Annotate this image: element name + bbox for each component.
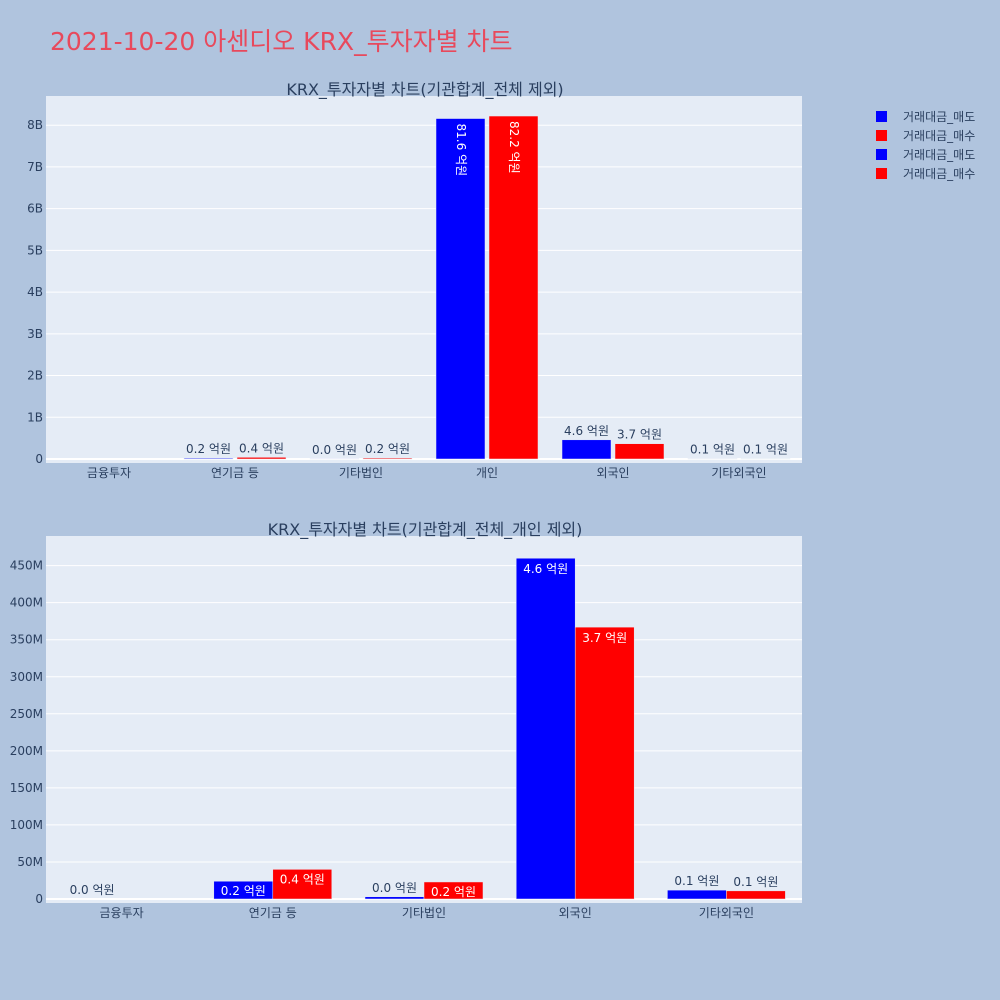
legend-label: 거래대금_매수 xyxy=(903,167,976,181)
y-tick-label: 8B xyxy=(27,118,43,132)
bar-buy[interactable] xyxy=(726,890,786,900)
y-tick-label: 100M xyxy=(10,818,43,832)
y-tick-label: 2B xyxy=(27,369,43,383)
bar-buy[interactable] xyxy=(423,881,484,900)
bar-sell[interactable] xyxy=(667,889,727,900)
chart-panel-2: 0 50M 100M 150M 200M 250M 300M 350M 400M 450M KRX_… xyxy=(10,520,802,920)
bar-label: 0.2 억원 xyxy=(431,885,476,899)
bar-label: 0.0 억원 xyxy=(70,883,115,897)
legend-item-buy-1[interactable]: 거래대금_매수 xyxy=(876,127,975,144)
bar-label: 4.6 억원 xyxy=(523,562,568,576)
y-tick-label: 350M xyxy=(10,633,43,647)
bar-sell[interactable] xyxy=(364,896,425,900)
x-tick-label: 외국인 xyxy=(596,466,629,480)
bar-label: 0.1 억원 xyxy=(733,875,778,889)
bar-label: 0.2 억원 xyxy=(365,442,410,456)
legend-item-buy-2[interactable]: 거래대금_매수 xyxy=(876,165,975,182)
bar-label: 0.1 억원 xyxy=(690,442,735,456)
x-tick-label: 기타법인 xyxy=(402,906,446,920)
y-tick-label: 3B xyxy=(27,327,43,341)
x-tick-label: 기타법인 xyxy=(339,466,383,480)
bar-buy[interactable] xyxy=(236,457,287,460)
legend-item-sell-1[interactable]: 거래대금_매도 xyxy=(876,108,975,125)
y-tick-label: 400M xyxy=(10,596,43,610)
x-tick-label: 연기금 등 xyxy=(211,466,259,480)
bar-buy[interactable] xyxy=(362,457,413,460)
y-tick-label: 0 xyxy=(35,452,43,466)
x-tick-label: 기타외국인 xyxy=(711,466,766,480)
bar-sell[interactable] xyxy=(561,439,612,460)
y-tick-label: 1B xyxy=(27,410,43,424)
page-title: 2021-10-20 아센디오 KRX_투자자별 차트 xyxy=(50,27,513,56)
legend-label: 거래대금_매도 xyxy=(903,148,976,162)
bar-label: 0.0 억원 xyxy=(312,443,357,457)
chart-title: KRX_투자자별 차트(기관합계_전체 제외) xyxy=(286,80,563,100)
bar-label: 3.7 억원 xyxy=(617,428,662,442)
bar-buy[interactable] xyxy=(488,115,539,460)
y-tick-label: 250M xyxy=(10,707,43,721)
bar-label: 0.2 억원 xyxy=(186,442,231,456)
x-tick-label: 연기금 등 xyxy=(249,906,297,920)
bar-label: 0.1 억원 xyxy=(674,874,719,888)
y-tick-label: 200M xyxy=(10,744,43,758)
x-tick-label: 기타외국인 xyxy=(699,906,754,920)
y-tick-label: 50M xyxy=(17,855,43,869)
y-tick-label: 7B xyxy=(27,160,43,174)
plot-area xyxy=(46,96,802,463)
x-tick-label: 금융투자 xyxy=(87,466,131,480)
chart-panel-1: 0 1B 2B 3B 4B 5B 6B 7B 8B KRX_투자자별 차트(기관합계_전체 제외)… xyxy=(27,80,802,480)
y-tick-label: 300M xyxy=(10,670,43,684)
y-tick-label: 0 xyxy=(35,892,43,906)
legend-swatch xyxy=(876,111,887,122)
legend-swatch xyxy=(876,130,887,141)
bar-buy[interactable] xyxy=(614,443,665,460)
bar-label: 0.4 억원 xyxy=(280,872,325,886)
bar-buy[interactable] xyxy=(272,869,333,900)
chart-title: KRX_투자자별 차트(기관합계_전체_개인 제외) xyxy=(268,520,583,540)
bar-label: 0.1 억원 xyxy=(743,443,788,457)
legend-swatch xyxy=(876,149,887,160)
bar-buy[interactable] xyxy=(574,626,635,900)
legend-item-sell-2[interactable]: 거래대금_매도 xyxy=(876,146,975,163)
bar-sell[interactable] xyxy=(515,557,576,900)
bar-sell[interactable] xyxy=(183,457,234,460)
y-tick-label: 450M xyxy=(10,559,43,573)
x-tick-label: 개인 xyxy=(476,466,498,480)
bar-label: 0.2 억원 xyxy=(221,884,266,898)
bar-label: 82.2 억원 xyxy=(507,121,521,174)
bar-label: 0.4 억원 xyxy=(239,441,284,455)
bar-label: 3.7 억원 xyxy=(582,631,627,645)
y-tick-label: 150M xyxy=(10,781,43,795)
x-tick-label: 외국인 xyxy=(559,906,592,920)
y-tick-label: 5B xyxy=(27,243,43,257)
legend-label: 거래대금_매수 xyxy=(903,129,976,143)
x-tick-label: 금융투자 xyxy=(100,906,144,920)
y-tick-label: 6B xyxy=(27,202,43,216)
bar-sell[interactable] xyxy=(687,458,738,460)
bar-label: 81.6 억원 xyxy=(454,124,468,177)
legend-label: 거래대금_매도 xyxy=(903,110,976,124)
bar-label: 4.6 억원 xyxy=(564,424,609,438)
legend-swatch xyxy=(876,168,887,179)
bar-sell[interactable] xyxy=(435,118,486,460)
y-tick-label: 4B xyxy=(27,285,43,299)
plot-area xyxy=(46,536,802,903)
bar-label: 0.0 억원 xyxy=(372,881,417,895)
